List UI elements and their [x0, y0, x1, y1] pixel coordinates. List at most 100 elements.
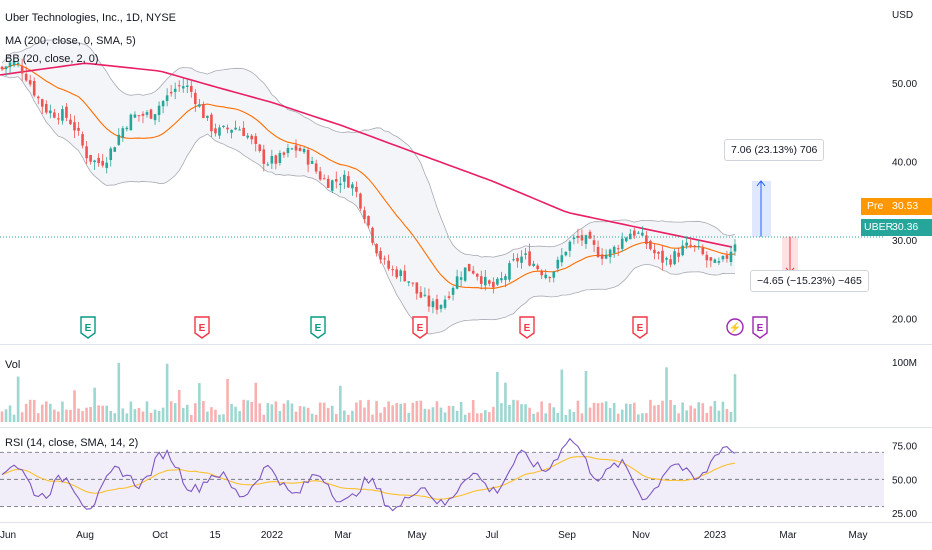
earnings-shield: [632, 316, 648, 339]
volume-bar: [298, 406, 302, 422]
earnings-marker[interactable]: E: [194, 316, 210, 339]
candle-body: [580, 235, 584, 241]
current-price-label: UBER 30.36: [861, 219, 932, 236]
volume-bar: [363, 407, 366, 422]
candle-body: [12, 61, 16, 66]
candle-body: [423, 294, 427, 296]
volume-bar: [544, 413, 548, 422]
volume-bar: [572, 412, 576, 422]
bb-basis-line: [1, 63, 736, 289]
candle-body: [455, 276, 459, 289]
candle-body: [16, 62, 20, 64]
earnings-marker[interactable]: E: [632, 316, 648, 339]
candle-body: [576, 235, 580, 238]
volume-bar: [391, 405, 394, 422]
candle-body: [214, 128, 217, 134]
volume-bar: [508, 404, 511, 422]
earnings-marker-label: E: [199, 323, 206, 334]
candle-body: [210, 114, 213, 132]
volume-bar: [81, 411, 84, 422]
candle-body: [137, 115, 141, 117]
candle-body: [544, 274, 548, 279]
candle-body: [467, 263, 471, 272]
symbol-tag: UBER: [864, 221, 894, 233]
candle-body: [693, 245, 697, 247]
volume-bar: [20, 412, 24, 422]
candle-body: [524, 253, 527, 255]
earnings-marker[interactable]: E: [310, 316, 326, 339]
candle-body: [230, 129, 233, 133]
candle-body: [258, 144, 262, 152]
volume-bar: [717, 410, 721, 422]
ma-legend[interactable]: MA (200, close, 0, SMA, 5): [5, 35, 136, 47]
volume-bar: [520, 404, 523, 422]
volume-bar: [310, 413, 314, 422]
candle-body: [697, 246, 701, 248]
volume-legend[interactable]: Vol: [5, 359, 21, 371]
volume-bar: [641, 413, 644, 422]
earnings-marker[interactable]: E: [752, 316, 768, 339]
candle-body: [673, 251, 676, 265]
volume-bar: [443, 412, 447, 422]
candle-body: [411, 282, 415, 284]
candle-body: [620, 238, 624, 249]
volume-bar: [270, 404, 274, 422]
volume-bar: [532, 413, 535, 422]
candle-body: [439, 304, 443, 309]
earnings-marker[interactable]: E: [412, 316, 428, 339]
candle-body: [318, 171, 322, 180]
candle-body: [641, 232, 644, 236]
volume-bar: [330, 405, 334, 422]
earnings-marker[interactable]: E: [519, 316, 535, 339]
volume-bar: [383, 407, 386, 422]
volume-bar: [552, 407, 556, 422]
candle-body: [254, 136, 258, 144]
candle-body: [399, 270, 403, 276]
candle-body: [351, 184, 354, 189]
candle-body: [391, 269, 394, 271]
volume-bar: [149, 412, 153, 422]
candle-body: [101, 160, 104, 166]
rsi-legend[interactable]: RSI (14, close, SMA, 14, 2): [5, 437, 139, 449]
candle-body: [278, 152, 282, 163]
candle-body: [149, 109, 153, 119]
dividend-event-marker[interactable]: ⚡: [726, 318, 744, 336]
candle-body: [49, 110, 52, 114]
volume-bar: [198, 383, 201, 422]
volume-bar: [0, 411, 4, 422]
candle-body: [431, 301, 435, 308]
volume-bar: [459, 402, 463, 422]
earnings-shield: [752, 316, 768, 339]
volume-bar: [536, 412, 539, 422]
candle-body: [141, 113, 145, 116]
volume-bar: [206, 411, 209, 422]
volume-bar: [415, 401, 419, 422]
volume-bar: [492, 406, 495, 422]
volume-bar: [238, 411, 241, 422]
candle-body: [653, 249, 656, 254]
volume-bar: [61, 401, 64, 422]
earnings-marker-label: E: [637, 323, 644, 334]
volume-bar: [604, 401, 608, 422]
candle-body: [596, 246, 600, 257]
bb-upper-line: [1, 39, 736, 258]
volume-bar: [32, 399, 36, 422]
volume-bar: [681, 402, 684, 422]
bb-legend[interactable]: BB (20, close, 2, 0): [5, 53, 99, 65]
candle-body: [153, 114, 157, 121]
candle-body: [383, 258, 386, 260]
candle-body: [93, 160, 96, 163]
candle-body: [616, 248, 620, 250]
candle-body: [24, 73, 28, 81]
candle-body: [347, 176, 350, 188]
volume-bar: [109, 411, 113, 422]
volume-bar: [306, 407, 310, 422]
candle-body: [681, 245, 684, 256]
volume-bar: [693, 408, 697, 422]
earnings-marker[interactable]: E: [80, 316, 96, 339]
candle-body: [334, 179, 338, 182]
candle-body: [282, 152, 286, 155]
volume-bar: [222, 414, 225, 422]
volume-bar: [375, 400, 378, 422]
